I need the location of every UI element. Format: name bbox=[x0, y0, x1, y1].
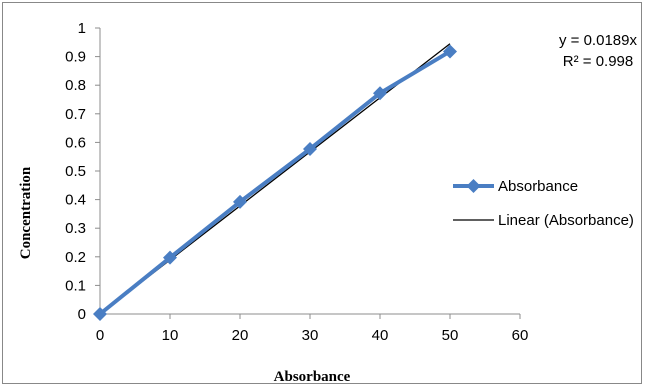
x-tick-label: 10 bbox=[162, 327, 179, 344]
legend-trendline-label: Linear (Absorbance) bbox=[498, 212, 634, 229]
series-point bbox=[93, 307, 107, 321]
axes bbox=[95, 27, 521, 319]
y-tick-label: 0.9 bbox=[65, 49, 86, 66]
legend-series-marker bbox=[466, 179, 481, 193]
y-tick-label: 0 bbox=[78, 306, 86, 323]
y-tick-label: 0.7 bbox=[65, 106, 86, 123]
y-tick-label: 0.8 bbox=[65, 77, 86, 94]
legend: Absorbance Linear (Absorbance) bbox=[453, 178, 634, 229]
y-tick-labels: 0 0.1 0.2 0.3 0.4 0.5 0.6 0.7 0.8 0.9 1 bbox=[65, 20, 86, 323]
y-tick-label: 0.1 bbox=[65, 277, 86, 294]
legend-series-label: Absorbance bbox=[498, 178, 578, 195]
series-group bbox=[93, 44, 457, 321]
y-axis-title: Concentration bbox=[18, 166, 34, 259]
y-tick-label: 1 bbox=[78, 20, 86, 37]
series-point bbox=[163, 250, 177, 265]
x-tick-label: 50 bbox=[442, 327, 459, 344]
x-tick-label: 30 bbox=[302, 327, 319, 344]
x-tick-label: 60 bbox=[512, 327, 529, 344]
trendline-equation: y = 0.0189x bbox=[559, 32, 637, 49]
trendline-r-squared: R² = 0.998 bbox=[563, 53, 633, 70]
y-tick-label: 0.5 bbox=[65, 163, 86, 180]
series-point bbox=[233, 194, 247, 209]
x-tick-label: 20 bbox=[232, 327, 249, 344]
y-tick-label: 0.4 bbox=[65, 192, 86, 209]
x-axis-title: Absorbance bbox=[274, 369, 351, 385]
y-tick-label: 0.6 bbox=[65, 134, 86, 151]
x-tick-label: 0 bbox=[96, 327, 104, 344]
x-tick-label: 40 bbox=[372, 327, 389, 344]
y-tick-label: 0.3 bbox=[65, 220, 86, 237]
series-point bbox=[373, 86, 387, 101]
series-point bbox=[303, 141, 317, 156]
y-tick-label: 0.2 bbox=[65, 249, 86, 266]
x-tick-labels: 0 10 20 30 40 50 60 bbox=[96, 327, 529, 344]
series-point bbox=[443, 44, 457, 59]
series-line bbox=[98, 49, 452, 316]
